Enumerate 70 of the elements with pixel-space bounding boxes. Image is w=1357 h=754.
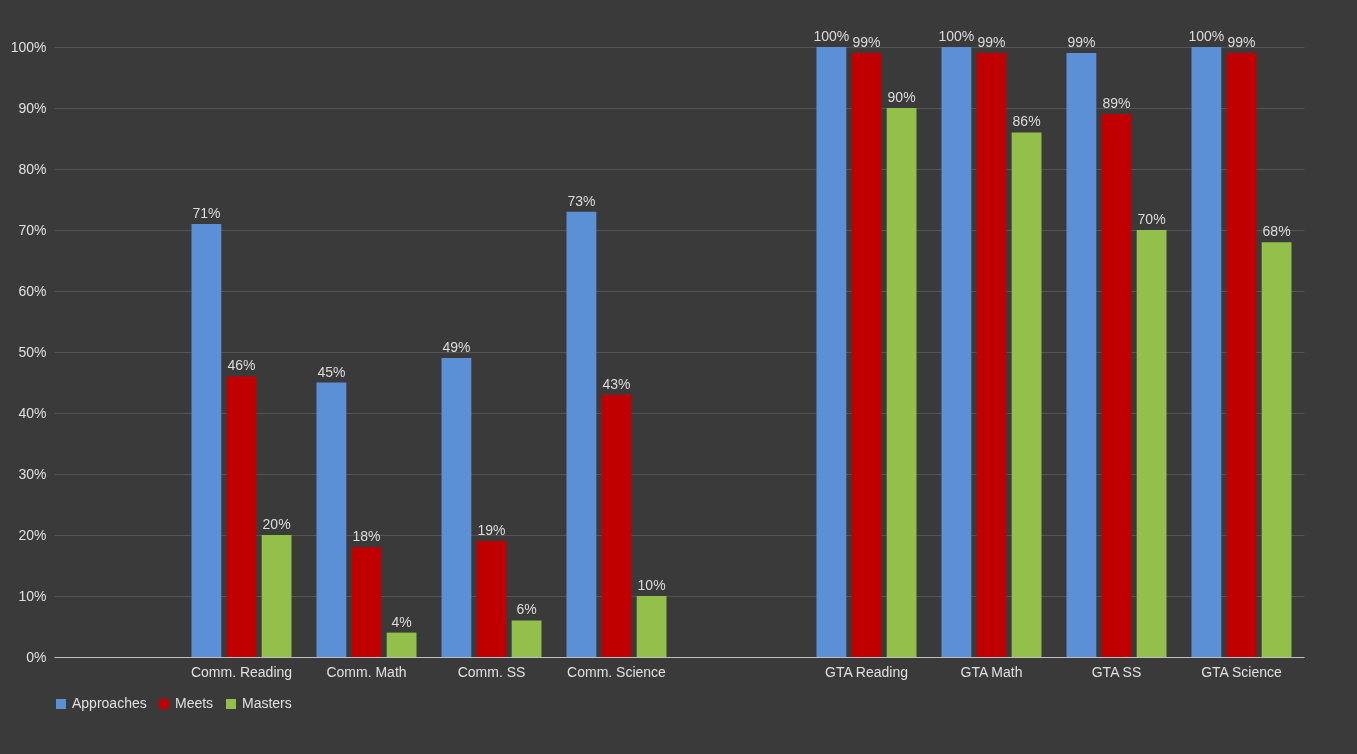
data-label: 89% — [1102, 95, 1131, 112]
y-tick-label: 40% — [18, 404, 47, 421]
x-tick-label: Comm. Science — [567, 663, 667, 680]
bar — [1226, 53, 1257, 657]
x-tick-label: Comm. Math — [326, 663, 407, 680]
data-label: 46% — [227, 357, 256, 374]
data-label: 99% — [1067, 34, 1096, 51]
x-tick-label: Comm. SS — [457, 663, 526, 680]
bar — [566, 211, 597, 657]
x-tick-label: GTA Science — [1201, 663, 1283, 680]
bar — [1066, 53, 1097, 657]
x-tick-label: GTA SS — [1091, 663, 1142, 680]
x-tick-label: GTA Math — [960, 663, 1023, 680]
data-label: 100% — [938, 28, 975, 44]
bar — [316, 382, 347, 657]
data-label: 49% — [442, 339, 471, 356]
bar — [1101, 114, 1132, 657]
bar — [386, 632, 417, 657]
y-tick-label: 70% — [18, 221, 47, 238]
y-tick-label: 90% — [18, 99, 47, 116]
y-tick-label: 10% — [18, 587, 47, 604]
data-label: 100% — [1188, 28, 1225, 44]
bar — [226, 376, 257, 657]
data-label: 10% — [637, 577, 666, 593]
data-label: 99% — [1227, 34, 1256, 51]
data-label: 68% — [1262, 223, 1291, 240]
legend-label: Masters — [242, 695, 292, 711]
y-tick-label: 30% — [18, 465, 47, 482]
bar — [976, 53, 1007, 657]
y-tick-label: 0% — [26, 648, 47, 665]
legend-label: Meets — [175, 695, 214, 711]
bar — [851, 53, 882, 657]
bar — [601, 394, 632, 657]
bar — [511, 620, 542, 657]
y-tick-label: 50% — [18, 343, 47, 360]
data-label: 19% — [477, 522, 506, 539]
y-tick-label: 60% — [18, 282, 47, 299]
data-label: 70% — [1137, 211, 1166, 227]
bar — [636, 596, 667, 657]
data-label: 73% — [567, 192, 596, 209]
data-label: 71% — [192, 204, 221, 221]
bar — [1191, 47, 1222, 657]
bar — [441, 358, 472, 657]
bar — [476, 541, 507, 657]
bar — [1011, 132, 1042, 657]
bar — [941, 47, 972, 657]
data-label: 18% — [352, 528, 381, 545]
data-label: 99% — [977, 34, 1006, 51]
legend-label: Approaches — [72, 695, 147, 711]
x-tick-label: GTA Reading — [824, 663, 909, 680]
y-tick-label: 100% — [10, 38, 47, 55]
data-label: 43% — [602, 375, 631, 392]
data-label: 99% — [852, 34, 881, 51]
bar — [1261, 242, 1292, 657]
bar — [816, 47, 847, 657]
bar — [1136, 230, 1167, 657]
bar — [261, 535, 292, 657]
data-label: 90% — [887, 89, 916, 105]
data-label: 4% — [391, 613, 412, 630]
bar — [886, 108, 917, 657]
data-label: 20% — [262, 516, 291, 532]
data-label: 86% — [1012, 113, 1041, 130]
data-label: 100% — [813, 28, 850, 44]
data-label: 6% — [516, 601, 537, 618]
y-tick-label: 20% — [18, 526, 47, 543]
data-label: 45% — [317, 363, 346, 380]
bar — [351, 547, 382, 657]
bar — [191, 223, 222, 657]
y-tick-label: 80% — [18, 160, 47, 177]
x-tick-label: Comm. Reading — [190, 663, 293, 680]
